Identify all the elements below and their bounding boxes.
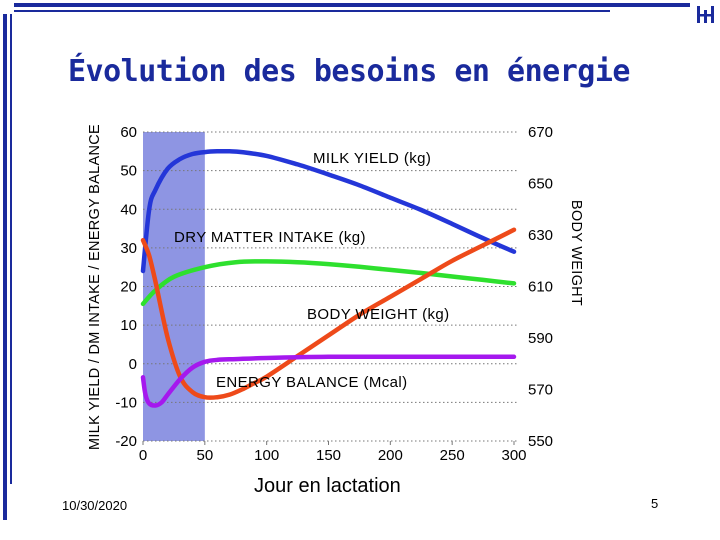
y-right-tick-label: 590 xyxy=(528,330,553,347)
y-right-tick-label: 650 xyxy=(528,176,553,193)
x-axis-caption: Jour en lactation xyxy=(254,475,401,497)
y-right-tick-label: 610 xyxy=(528,279,553,296)
y-left-tick-label: -20 xyxy=(115,433,137,450)
body-weight-line xyxy=(140,227,517,400)
y-left-tick-label: 20 xyxy=(120,279,137,296)
y-right-tick-label: 630 xyxy=(528,227,553,244)
x-tick-marks xyxy=(142,441,515,445)
y-left-tick-label: 10 xyxy=(120,317,137,334)
chart-grid xyxy=(143,131,518,442)
dry-matter-intake-label: DRY MATTER INTAKE (kg) xyxy=(174,229,366,246)
left-axis-title: MILK YIELD / DM INTAKE / ENERGY BALANCE xyxy=(87,124,103,450)
series-lines xyxy=(140,148,517,408)
right-axis-title: BODY WEIGHT xyxy=(568,200,584,306)
milk-yield-label: MILK YIELD (kg) xyxy=(313,150,431,167)
university-logo-icon xyxy=(697,6,714,23)
x-tick-label: 100 xyxy=(254,447,279,464)
page-number: 5 xyxy=(651,496,659,511)
dry-matter-intake-line xyxy=(140,259,517,307)
y-left-tick-label: 40 xyxy=(120,201,137,218)
top-border-thick xyxy=(14,3,690,7)
milk-yield-line xyxy=(140,148,517,274)
body-weight-label: BODY WEIGHT (kg) xyxy=(307,306,450,323)
y-right-tick-label: 550 xyxy=(528,433,553,450)
y-left-tick-label: 60 xyxy=(120,124,137,141)
energy-balance-line xyxy=(140,354,517,408)
y-left-tick-label: 50 xyxy=(120,163,137,180)
slide-title: Évolution des besoins en énergie xyxy=(68,54,630,89)
y-right-tick-label: 670 xyxy=(528,124,553,141)
y-left-tick-label: 0 xyxy=(129,356,137,373)
energy-balance-label: ENERGY BALANCE (Mcal) xyxy=(216,374,408,391)
x-tick-label: 250 xyxy=(440,447,465,464)
left-border-thick xyxy=(3,14,7,520)
x-tick-label: 0 xyxy=(139,447,147,464)
y-right-tick-label: 570 xyxy=(528,382,553,399)
footer-date: 10/30/2020 xyxy=(62,498,128,513)
x-tick-label: 50 xyxy=(196,447,213,464)
x-tick-label: 200 xyxy=(378,447,403,464)
y-left-tick-label: -10 xyxy=(115,394,137,411)
x-tick-label: 300 xyxy=(501,447,526,464)
y-left-tick-label: 30 xyxy=(120,240,137,257)
x-tick-label: 150 xyxy=(316,447,341,464)
top-border-thin xyxy=(14,10,610,12)
left-border-thin xyxy=(10,14,12,484)
